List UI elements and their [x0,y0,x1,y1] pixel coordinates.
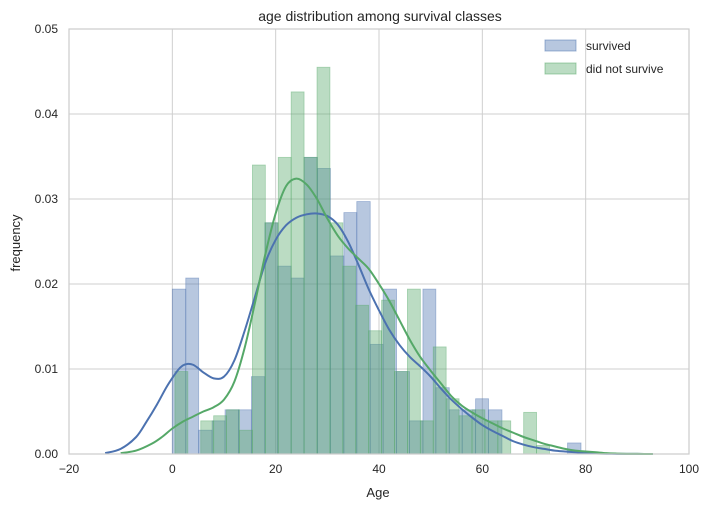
chart-title: age distribution among survival classes [258,8,502,24]
x-tick-label: 40 [372,462,386,476]
legend-swatch-survived [544,39,577,52]
y-tick-label: 0.04 [35,107,59,121]
plot-area-frame [68,28,690,455]
y-axis-label: frequency [8,214,23,272]
histogram-bar-did-not-survive [432,346,447,455]
histogram-bar-did-not-survive [419,420,434,455]
legend-label-survived: survived [586,39,631,53]
histogram-bar-did-not-survive [200,420,215,455]
histogram-bar-did-not-survive [342,265,357,455]
histogram-bar-did-not-survive [407,288,421,455]
legend-swatch-did-not-survive [544,62,577,75]
histogram-bar-did-not-survive [355,304,370,455]
histogram-bar-did-not-survive [381,299,395,455]
kde-curves [104,177,653,455]
histogram-bar-did-not-survive [394,371,408,455]
histogram-bar-did-not-survive [303,156,318,455]
histogram-bar-did-not-survive [239,429,253,455]
kde-line-survived [104,212,653,455]
x-tick-label: 0 [169,462,176,476]
histogram-bar-did-not-survive [226,409,240,455]
x-tick-label: 100 [679,462,699,476]
histogram-bar-did-not-survive [213,415,227,455]
y-tick-label: 0.00 [35,447,59,461]
x-tick-label: 60 [476,462,490,476]
x-tick-label: 80 [579,462,593,476]
histogram-bars [171,66,582,455]
y-tick-label: 0.01 [35,362,59,376]
histogram-bar-did-not-survive [290,91,305,455]
histogram-bar-did-not-survive [445,398,460,455]
histogram-bar-did-not-survive [368,330,382,455]
y-tick-label: 0.02 [35,277,59,291]
kde-line-did-not-survive [120,177,653,455]
histogram-bar-did-not-survive [174,371,189,455]
histogram-bar-did-not-survive [329,222,344,455]
tick-labels: −20 0 20 40 60 80 100 0.00 0.01 0.02 0.03 0.04 0.05 [35,22,700,476]
x-tick-label: −20 [59,462,80,476]
histogram-bar-did-not-survive [458,415,473,455]
x-tick-label: 20 [269,462,283,476]
x-axis-label: Age [366,485,389,500]
y-tick-label: 0.03 [35,192,59,206]
histogram-bar-did-not-survive [316,66,331,455]
legend: survived did not survive [544,39,664,76]
y-tick-label: 0.05 [35,22,59,36]
legend-label-did-not-survive: did not survive [586,62,664,76]
